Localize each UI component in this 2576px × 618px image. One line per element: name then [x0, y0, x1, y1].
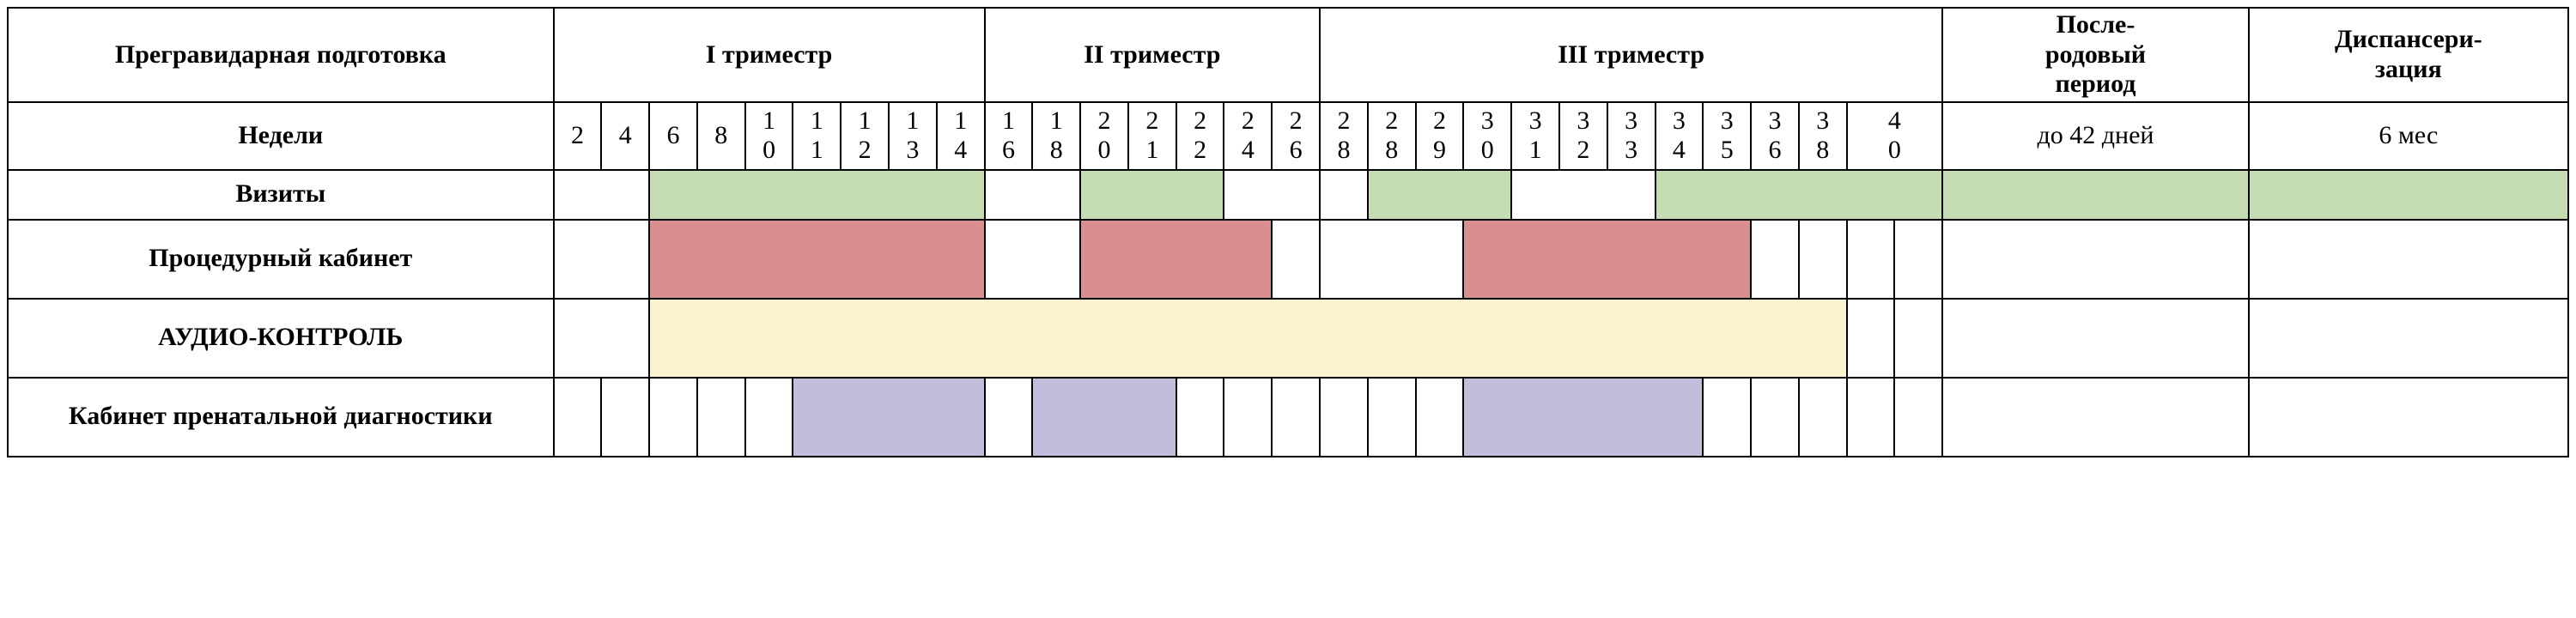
dispanser-cell — [2249, 170, 2568, 220]
schedule-cell — [1320, 220, 1463, 299]
schedule-cell — [1463, 220, 1751, 299]
schedule-cell — [1416, 378, 1464, 457]
week-cell: 12 — [841, 102, 889, 170]
week-cell: 36 — [1751, 102, 1799, 170]
schedule-cell — [793, 378, 984, 457]
schedule-cell — [1080, 220, 1272, 299]
week-cell: 4 — [601, 102, 649, 170]
row-label: Кабинет пренатальной диагностики — [8, 378, 554, 457]
week-cell: 40 — [1847, 102, 1943, 170]
schedule-cell — [1368, 170, 1511, 220]
schedule-cell — [1224, 170, 1320, 220]
header-dispanser: Диспансери-зация — [2249, 8, 2568, 102]
schedule-cell — [985, 220, 1081, 299]
week-cell: 11 — [793, 102, 841, 170]
week-cell: 31 — [1511, 102, 1559, 170]
row-label: Визиты — [8, 170, 554, 220]
schedule-cell — [1847, 378, 1895, 457]
week-cell: 16 — [985, 102, 1033, 170]
schedule-cell — [1656, 170, 1943, 220]
pregnancy-schedule-table: Прегравидарная подготовкаI триместрII тр… — [7, 7, 2569, 457]
schedule-cell — [985, 378, 1033, 457]
schedule-cell — [1176, 378, 1224, 457]
week-cell: 10 — [745, 102, 793, 170]
schedule-cell — [554, 220, 650, 299]
schedule-cell — [554, 299, 650, 378]
schedule-cell — [1894, 378, 1942, 457]
dispanser-cell — [2249, 378, 2568, 457]
schedule-cell — [1847, 220, 1895, 299]
header-pregravid: Прегравидарная подготовка — [8, 8, 554, 102]
schedule-cell — [1751, 378, 1799, 457]
postnatal-cell — [1942, 220, 2249, 299]
week-cell: 35 — [1703, 102, 1751, 170]
schedule-cell — [649, 170, 984, 220]
week-cell: 28 — [1320, 102, 1368, 170]
schedule-cell — [1368, 378, 1416, 457]
postnatal-cell — [1942, 378, 2249, 457]
week-cell: 38 — [1799, 102, 1847, 170]
schedule-cell — [1320, 170, 1368, 220]
schedule-cell — [649, 299, 1847, 378]
schedule-cell — [1224, 378, 1272, 457]
week-cell: 26 — [1272, 102, 1320, 170]
weeks-postnatal: до 42 дней — [1942, 102, 2249, 170]
week-cell: 20 — [1080, 102, 1128, 170]
schedule-cell — [745, 378, 793, 457]
schedule-cell — [1320, 378, 1368, 457]
schedule-cell — [1272, 220, 1320, 299]
schedule-cell — [1751, 220, 1799, 299]
week-cell: 28 — [1368, 102, 1416, 170]
schedule-cell — [1799, 378, 1847, 457]
week-cell: 13 — [889, 102, 937, 170]
schedule-cell — [554, 378, 602, 457]
schedule-cell — [1272, 378, 1320, 457]
week-cell: 2 — [554, 102, 602, 170]
schedule-cell — [985, 170, 1081, 220]
weeks-dispanser: 6 мес — [2249, 102, 2568, 170]
schedule-cell — [1080, 170, 1224, 220]
week-cell: 30 — [1463, 102, 1511, 170]
postnatal-cell — [1942, 170, 2249, 220]
schedule-cell — [1894, 220, 1942, 299]
week-cell: 21 — [1128, 102, 1176, 170]
schedule-cell — [649, 378, 697, 457]
week-cell: 32 — [1559, 102, 1607, 170]
schedule-cell — [697, 378, 745, 457]
header-trimester-2: II триместр — [985, 8, 1320, 102]
week-cell: 6 — [649, 102, 697, 170]
dispanser-cell — [2249, 220, 2568, 299]
schedule-cell — [1032, 378, 1176, 457]
week-cell: 14 — [937, 102, 985, 170]
week-cell: 24 — [1224, 102, 1272, 170]
dispanser-cell — [2249, 299, 2568, 378]
schedule-cell — [1703, 378, 1751, 457]
header-postnatal: После-родовыйпериод — [1942, 8, 2249, 102]
week-cell: 8 — [697, 102, 745, 170]
schedule-cell — [1511, 170, 1655, 220]
week-cell: 18 — [1032, 102, 1080, 170]
schedule-cell — [1799, 220, 1847, 299]
week-cell: 33 — [1607, 102, 1656, 170]
week-cell: 29 — [1416, 102, 1464, 170]
postnatal-cell — [1942, 299, 2249, 378]
week-cell: 22 — [1176, 102, 1224, 170]
schedule-cell — [601, 378, 649, 457]
header-trimester-3: III триместр — [1320, 8, 1942, 102]
schedule-cell — [649, 220, 984, 299]
row-label-weeks: Недели — [8, 102, 554, 170]
header-trimester-1: I триместр — [554, 8, 985, 102]
week-cell: 34 — [1656, 102, 1704, 170]
schedule-cell — [1463, 378, 1703, 457]
schedule-cell — [554, 170, 650, 220]
schedule-cell — [1894, 299, 1942, 378]
schedule-cell — [1847, 299, 1895, 378]
row-label: АУДИО-КОНТРОЛЬ — [8, 299, 554, 378]
row-label: Процедурный кабинет — [8, 220, 554, 299]
